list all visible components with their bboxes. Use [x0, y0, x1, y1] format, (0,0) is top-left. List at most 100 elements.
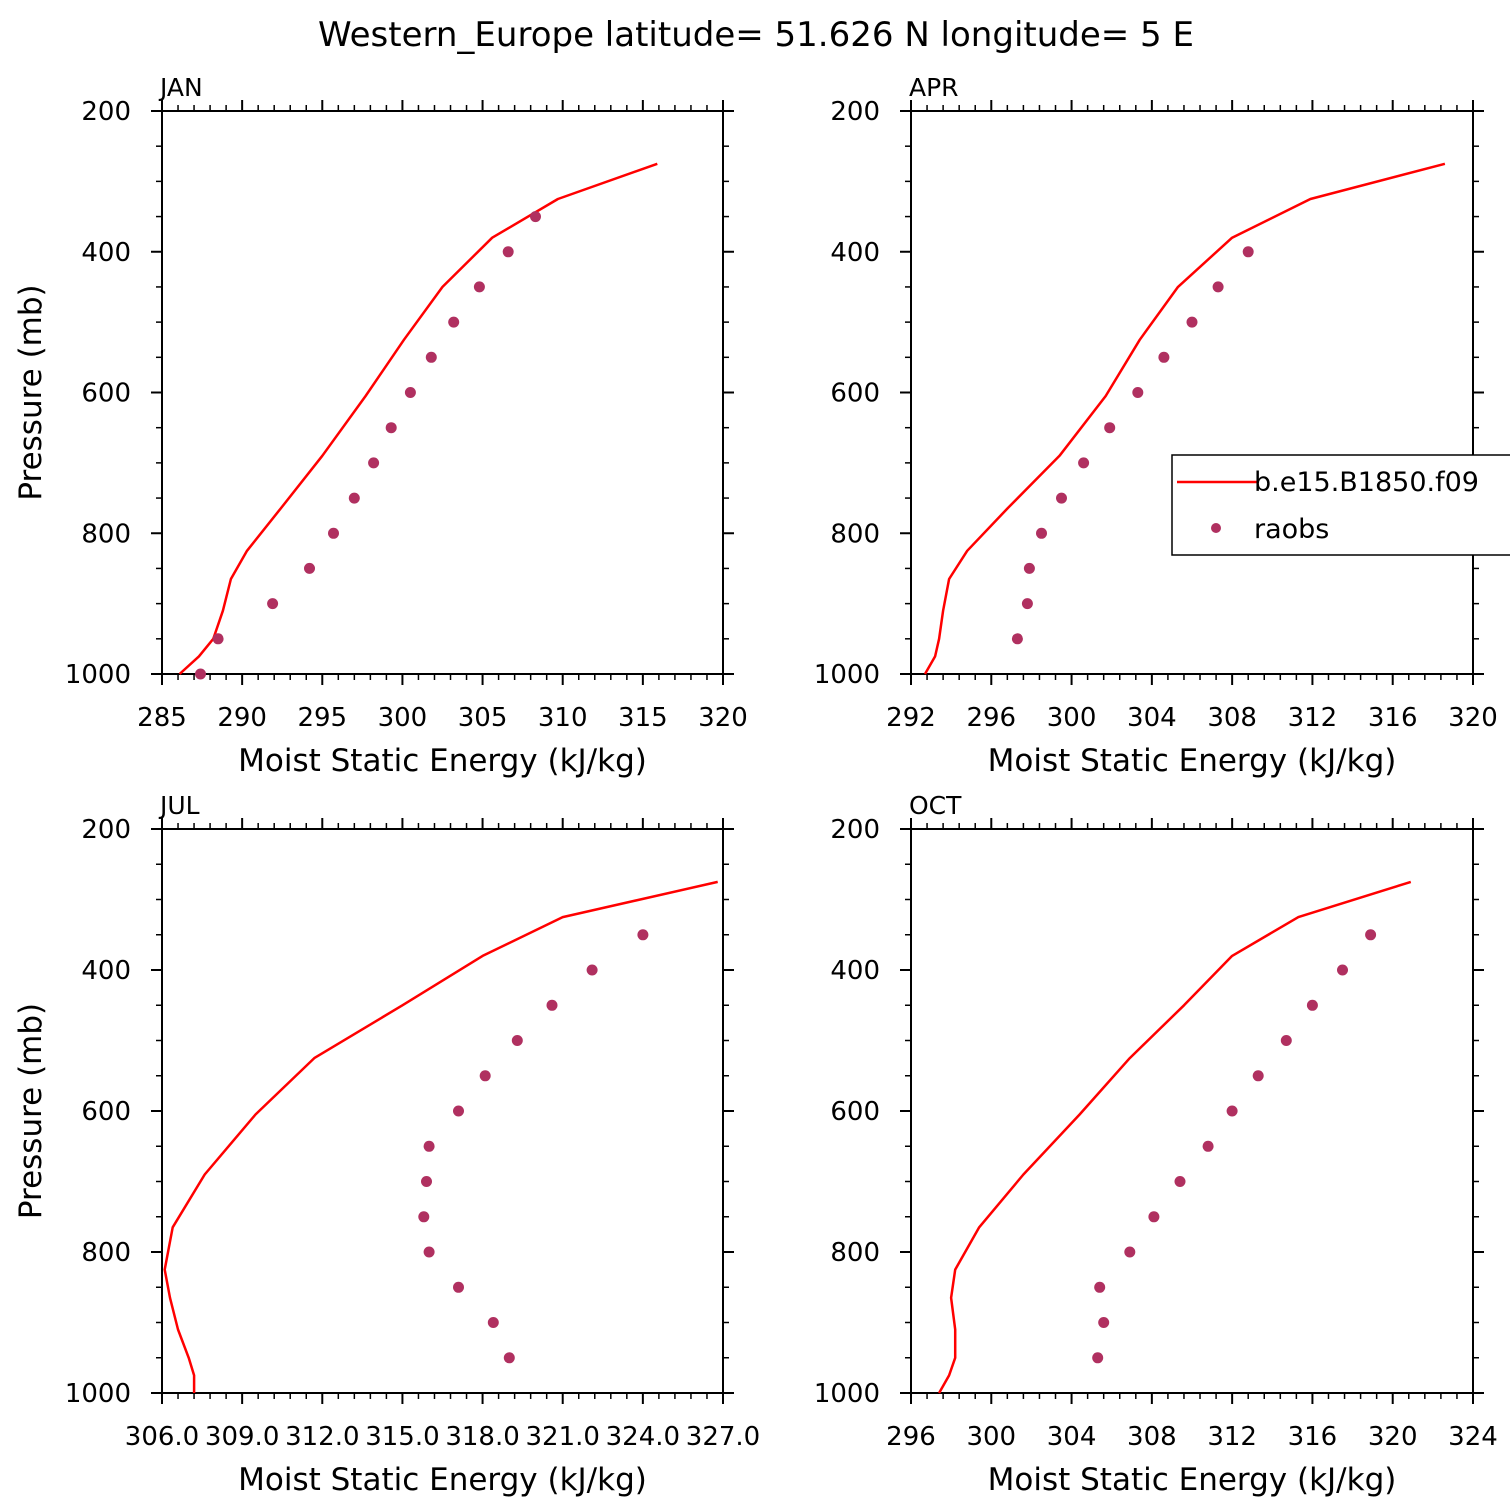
model-profile-line-apr [923, 162, 1446, 675]
raobs-point [421, 1176, 432, 1187]
raobs-point [453, 1105, 464, 1117]
x-tick-label: 300 [966, 1422, 1016, 1452]
y-tick-label: 200 [81, 97, 131, 127]
y-tick-label: 800 [830, 1238, 880, 1268]
raobs-point [530, 211, 541, 223]
y-tick-label: 1000 [65, 660, 131, 690]
raobs-point [195, 668, 206, 680]
x-axis-title-jul: Moist Static Energy (kJ/kg) [238, 1462, 647, 1498]
raobs-point [1036, 527, 1047, 539]
y-tick-label: 1000 [65, 1379, 131, 1409]
raobs-point [503, 1352, 515, 1364]
raobs-point [423, 1246, 435, 1258]
raobs-point [1202, 1140, 1214, 1152]
y-tick-label: 200 [830, 815, 880, 845]
panel-jul: JUL 306.0 309.0 312.0 315.0 318.0 321.0 324.0 32… [13, 791, 760, 1498]
x-tick-label: 320 [698, 703, 748, 733]
x-tick-label: 300 [1047, 703, 1097, 733]
raobs-point [1132, 387, 1144, 398]
raobs-point [267, 598, 279, 610]
x-tick-label: 320 [1368, 1422, 1418, 1452]
x-axis-title-apr: Moist Static Energy (kJ/kg) [988, 743, 1397, 779]
x-tick-label: 315.0 [365, 1422, 439, 1452]
x-tick-label: 316 [1368, 703, 1418, 733]
panel-jan: JAN 285 290 295 300 305 310 315 320 200 400 600 800 1… [13, 73, 748, 779]
y-axis-title-jul: Pressure (mb) [13, 1003, 49, 1219]
x-tick-label: 310 [538, 703, 588, 733]
raobs-point [1186, 316, 1198, 328]
raobs-point [385, 422, 397, 434]
raobs-point [1337, 964, 1348, 976]
plot-frame-apr [910, 110, 1474, 675]
x-tick-label: 315 [618, 703, 668, 733]
raobs-point [1104, 422, 1116, 434]
raobs-point [1365, 929, 1377, 941]
raobs-point [418, 1211, 430, 1223]
raobs-point [1094, 1281, 1106, 1293]
raobs-point [453, 1281, 464, 1293]
model-profile-line-oct [938, 880, 1412, 1394]
x-tick-label: 296 [966, 703, 1016, 733]
legend-marker-swatch [1211, 523, 1221, 533]
x-tick-label: 304 [1127, 703, 1177, 733]
raobs-point [1212, 281, 1224, 293]
y-tick-label: 400 [81, 956, 131, 986]
y-tick-label: 400 [81, 238, 131, 268]
x-tick-label: 312 [1288, 703, 1338, 733]
x-tick-label: 308 [1127, 1422, 1177, 1452]
raobs-point [1252, 1070, 1264, 1082]
x-tick-label: 295 [297, 703, 347, 733]
y-tick-label: 600 [830, 1097, 880, 1127]
raobs-point [425, 351, 437, 363]
y-tick-label: 200 [81, 815, 131, 845]
raobs-point [448, 316, 460, 328]
raobs-point [637, 929, 649, 941]
raobs-point [479, 1070, 491, 1082]
y-tick-label: 600 [81, 1097, 131, 1127]
panels-group: JAN 285 290 295 300 305 310 315 320 200 400 600 800 1… [13, 73, 1498, 1498]
raobs-point [1280, 1035, 1292, 1046]
raobs-point [304, 562, 315, 574]
raobs-point [473, 281, 485, 293]
raobs-point [1078, 457, 1090, 469]
y-tick-label: 600 [830, 379, 880, 409]
raobs-point [1021, 598, 1033, 610]
x-tick-label: 290 [217, 703, 267, 733]
y-tick-label: 400 [830, 956, 880, 986]
x-tick-label: 285 [137, 703, 187, 733]
y-tick-label: 1000 [814, 660, 880, 690]
x-axis-title-jan: Moist Static Energy (kJ/kg) [238, 743, 647, 779]
y-tick-label: 600 [81, 379, 131, 409]
x-tick-label: 306.0 [125, 1422, 199, 1452]
raobs-point [1098, 1317, 1110, 1328]
panel-title-oct: OCT [909, 791, 962, 820]
y-tick-label: 800 [81, 1238, 131, 1268]
x-tick-label: 296 [886, 1422, 936, 1452]
raobs-point [1011, 633, 1023, 645]
raobs-point [546, 999, 558, 1011]
plot-frame-jul [161, 828, 724, 1394]
raobs-point [348, 492, 360, 504]
plot-frame-jan [161, 110, 724, 675]
raobs-point [586, 964, 598, 976]
x-tick-label: 324.0 [606, 1422, 680, 1452]
x-tick-label: 304 [1047, 1422, 1097, 1452]
legend-frame [1171, 454, 1510, 556]
y-tick-label: 1000 [814, 1379, 880, 1409]
raobs-point [502, 246, 514, 258]
raobs-point [212, 633, 224, 645]
legend-label-obs: raobs [1254, 514, 1329, 545]
y-tick-label: 400 [830, 238, 880, 268]
raobs-point [1148, 1211, 1160, 1223]
x-tick-label: 324 [1448, 1422, 1498, 1452]
x-axis-title-oct: Moist Static Energy (kJ/kg) [988, 1462, 1397, 1498]
model-profile-line-jul [163, 880, 718, 1393]
raobs-point [328, 527, 339, 539]
y-axis-title-jan: Pressure (mb) [13, 284, 49, 500]
raobs-point [1174, 1176, 1186, 1187]
raobs-point [1023, 562, 1035, 574]
x-tick-label: 316 [1288, 1422, 1338, 1452]
x-tick-label: 327.0 [686, 1422, 760, 1452]
panel-title-jan: JAN [158, 73, 203, 102]
